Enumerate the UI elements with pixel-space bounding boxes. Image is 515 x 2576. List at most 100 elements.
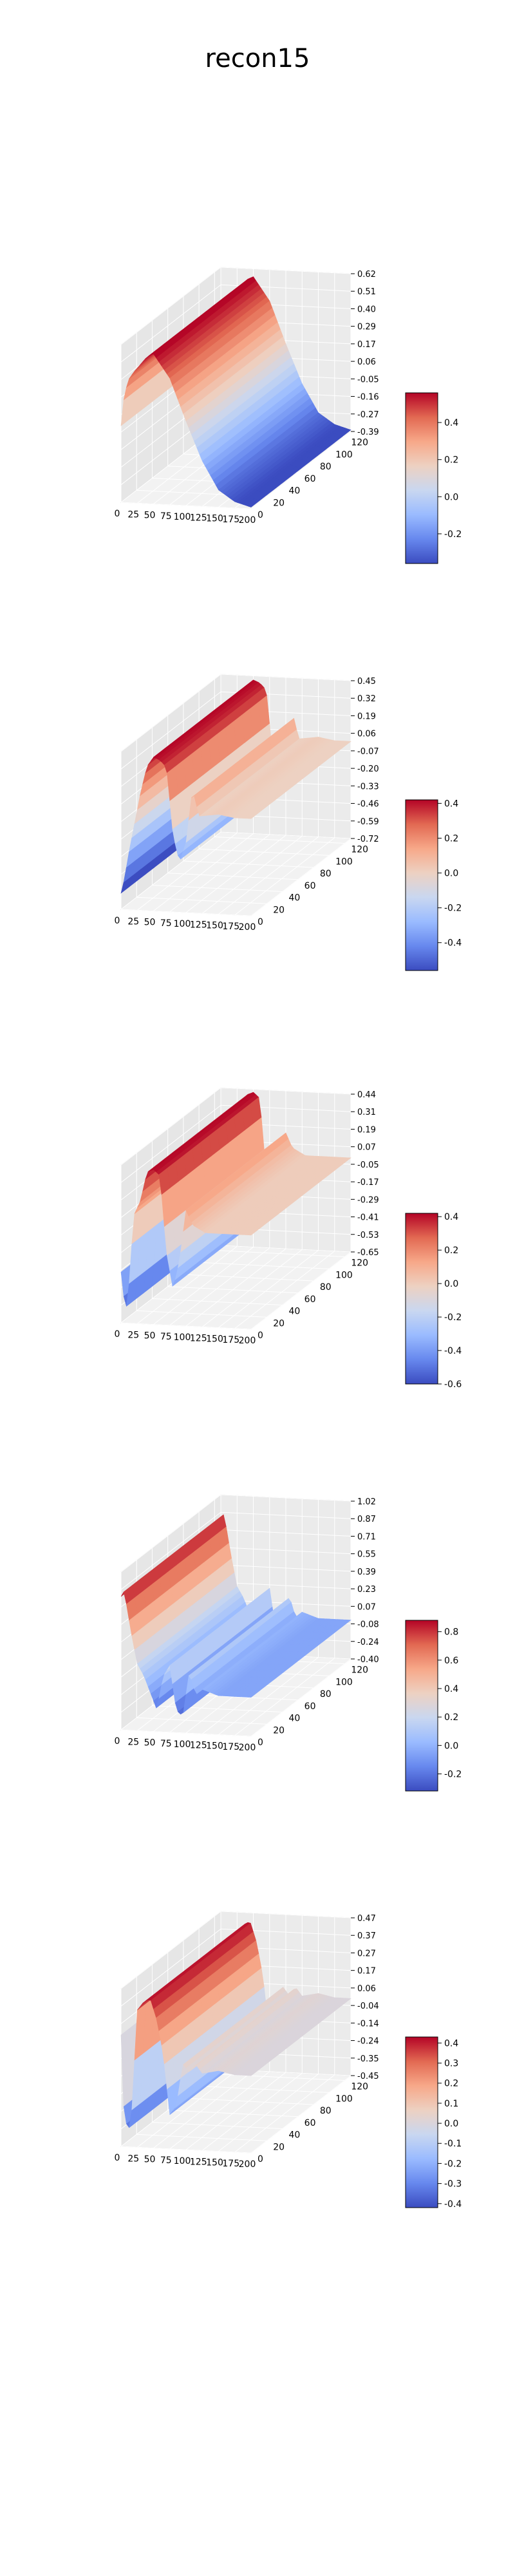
colorbar-tick-label: 0.2 (444, 2079, 458, 2089)
z-gridline (120, 1087, 351, 1166)
z-gridline (120, 284, 351, 363)
y-tick-label: 60 (304, 881, 316, 891)
z-tick-label: 0.55 (357, 1550, 376, 1560)
y-tick-label: 20 (273, 2142, 285, 2152)
x-tick-label: 25 (127, 2154, 139, 2164)
z-gridline (120, 831, 351, 910)
y-tick-label: 20 (273, 498, 285, 508)
colorbar-tick-label: 0.0 (444, 492, 458, 502)
figure-title: recon15 (205, 44, 310, 73)
y-tick-label: 120 (351, 2082, 368, 2092)
z-tick-label: -0.35 (357, 2054, 379, 2064)
x-tick-label: 125 (190, 1333, 207, 1343)
x-tick-label: 25 (127, 1330, 139, 1340)
z-tick-label: 0.06 (357, 1984, 376, 1994)
x-tick-label: 175 (222, 1335, 239, 1345)
x-tick-label: 50 (144, 511, 156, 521)
y-tick-label: 60 (304, 1294, 316, 1305)
x-tick-label: 0 (115, 916, 120, 926)
z-tick-label: -0.24 (357, 2037, 379, 2047)
z-tick-label: 0.19 (357, 712, 376, 721)
x-tick-label: 150 (206, 514, 223, 524)
x-tick-label: 50 (144, 2155, 156, 2165)
x-tick-label: 75 (160, 2155, 172, 2166)
z-tick-label: -0.14 (357, 2019, 379, 2029)
colorbar-tick-label: 0.1 (444, 2099, 458, 2109)
colorbar-tick-label: -0.4 (444, 938, 462, 949)
y-tick-label: 120 (351, 438, 368, 448)
x-tick-label: 0 (115, 509, 120, 519)
colorbar-tick-label: 0.4 (444, 1212, 458, 1222)
y-tick-label: 40 (288, 1307, 300, 1317)
x-tick-label: 25 (127, 509, 139, 520)
y-tick-label: 100 (335, 1677, 353, 1687)
x-tick-label: 100 (174, 1739, 191, 1750)
x-tick-label: 200 (239, 1743, 256, 1753)
x-tick-label: 50 (144, 1738, 156, 1748)
x-tick-label: 100 (174, 919, 191, 929)
z-tick-label: 0.19 (357, 1125, 376, 1135)
colorbar-tick-label: -0.1 (444, 2139, 462, 2149)
z-tick-label: -0.59 (357, 817, 379, 827)
z-tick-label: 0.62 (357, 270, 376, 279)
y-tick-label: 80 (320, 1689, 332, 1700)
colorbar (405, 799, 438, 971)
x-tick-label: 0 (115, 1329, 120, 1340)
colorbar-tick-label: 0.0 (444, 1741, 458, 1751)
x-tick-label: 200 (239, 515, 256, 526)
y-tick-label: 60 (304, 1701, 316, 1712)
x-tick-label: 125 (190, 920, 207, 930)
colorbar-tick-label: -0.2 (444, 2159, 462, 2169)
y-tick-label: 80 (320, 1282, 332, 1293)
z-gridline (120, 674, 351, 752)
y-tick-label: 0 (258, 1331, 263, 1341)
z-tick-label: -0.16 (357, 393, 379, 402)
z-tick-label: 0.06 (357, 730, 376, 739)
surface-patch (247, 811, 260, 819)
colorbar (405, 392, 438, 564)
x-tick-label: 175 (222, 2159, 239, 2169)
x-tick-label: 100 (174, 512, 191, 522)
y-tick-label: 0 (258, 510, 263, 520)
x-tick-label: 75 (160, 918, 172, 929)
colorbar (405, 1620, 438, 1792)
colorbar (405, 1213, 438, 1385)
y-tick-label: 40 (288, 486, 300, 497)
colorbar-tick-label: -0.4 (444, 1346, 462, 1356)
z-tick-label: 0.47 (357, 1914, 376, 1924)
z-tick-label: 0.23 (357, 1585, 376, 1595)
y-tick-label: 120 (351, 1665, 368, 1676)
colorbar-tick-label: -0.3 (444, 2179, 462, 2190)
z-tick-label: -0.08 (357, 1620, 379, 1630)
colorbar-tick-label: 0.2 (444, 455, 458, 466)
y-tick-label: 40 (288, 2130, 300, 2141)
x-tick-label: 100 (174, 2156, 191, 2166)
z-tick-label: -0.04 (357, 2002, 379, 2011)
z-tick-label: -0.33 (357, 782, 379, 791)
colorbar (405, 2036, 438, 2208)
z-tick-label: -0.05 (357, 1160, 379, 1170)
surface-patch (247, 1228, 260, 1236)
colorbar-tick-label: 0.4 (444, 2038, 458, 2049)
y-tick-label: 20 (273, 905, 285, 915)
colorbar-tick-label: -0.6 (444, 1379, 462, 1390)
z-gridline (120, 1104, 351, 1183)
z-gridline (120, 1511, 351, 1590)
x-tick-label: 150 (206, 1741, 223, 1752)
z-tick-label: 0.45 (357, 677, 376, 687)
colorbar-tick-label: 0.8 (444, 1627, 458, 1638)
y-tick-label: 120 (351, 1258, 368, 1269)
z-gridline (120, 1911, 351, 1989)
z-tick-label: -0.20 (357, 764, 379, 774)
y-tick-label: 60 (304, 474, 316, 484)
y-tick-label: 120 (351, 845, 368, 855)
x-tick-label: 200 (239, 1336, 256, 1346)
x-tick-label: 0 (115, 1736, 120, 1747)
z-tick-label: -0.65 (357, 1248, 379, 1258)
z-tick-label: 0.17 (357, 1967, 376, 1976)
z-tick-label: -0.45 (357, 2072, 379, 2081)
